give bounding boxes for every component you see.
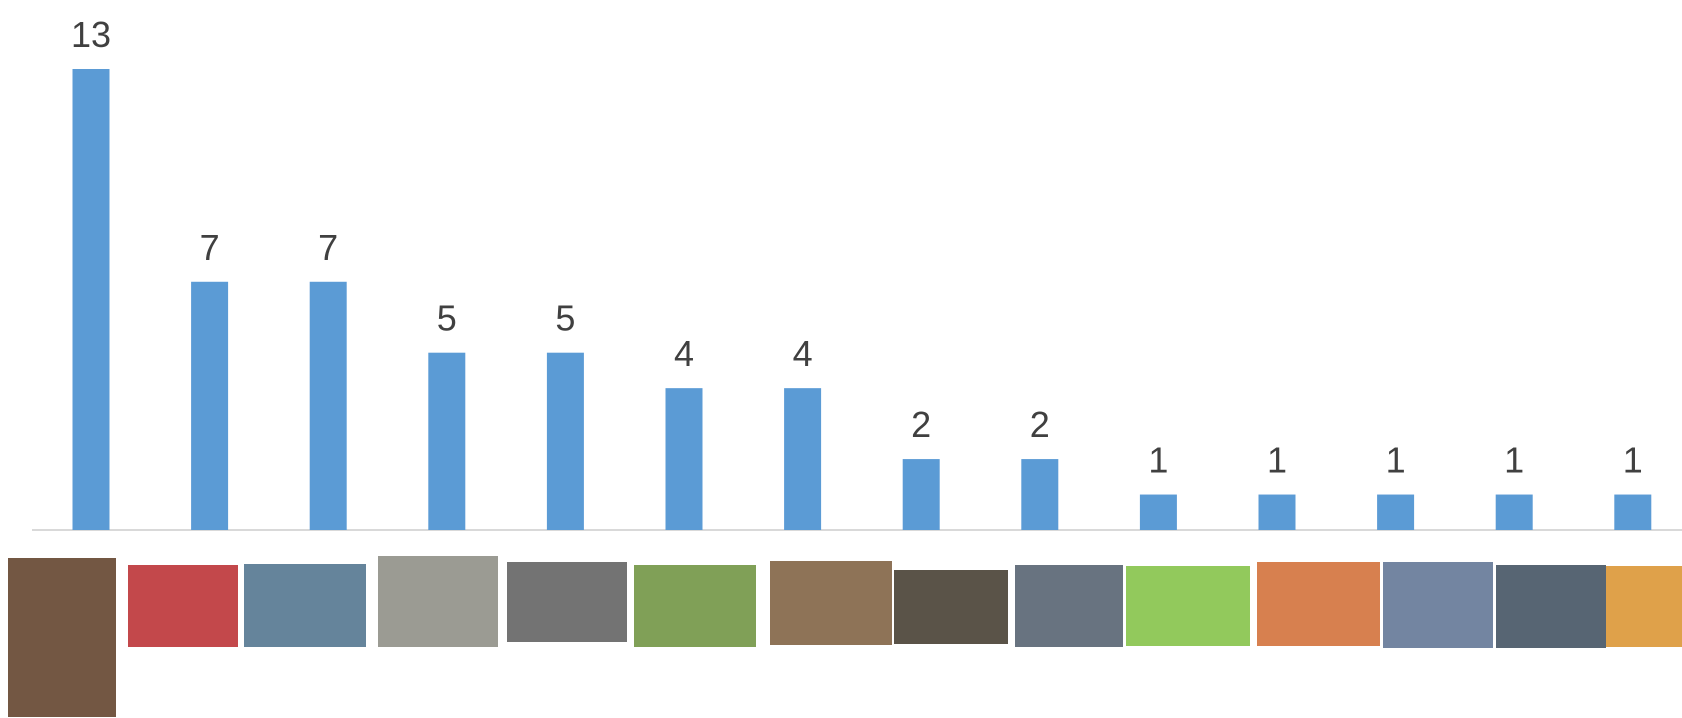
photo-thumbnail <box>634 565 756 647</box>
bar <box>1377 494 1415 530</box>
data-label: 1 <box>1267 440 1287 481</box>
bar <box>546 352 584 530</box>
photo-thumbnail <box>894 570 1008 644</box>
photo-thumbnail <box>1496 565 1606 648</box>
photo-thumbnails <box>8 556 1682 717</box>
data-label: 4 <box>674 333 694 374</box>
data-label: 1 <box>1386 440 1406 481</box>
data-label: 5 <box>437 298 457 339</box>
photo-thumbnail <box>1015 565 1123 647</box>
bar <box>1495 494 1533 530</box>
bar <box>902 459 940 530</box>
bar <box>1021 459 1059 530</box>
data-label: 1 <box>1504 440 1524 481</box>
photo-thumbnail <box>1126 566 1250 646</box>
photo-thumbnail <box>770 561 892 645</box>
bar <box>665 388 703 530</box>
data-label: 5 <box>555 298 575 339</box>
photo-thumbnail <box>1257 562 1380 646</box>
bar <box>72 69 110 530</box>
bar <box>309 281 347 530</box>
photo-thumbnail <box>378 556 498 647</box>
data-label: 7 <box>318 227 338 268</box>
bar <box>1139 494 1177 530</box>
data-label: 2 <box>911 404 931 445</box>
photo-thumbnail <box>8 558 116 717</box>
bar <box>191 281 229 530</box>
data-label: 7 <box>200 227 220 268</box>
data-label: 1 <box>1623 440 1643 481</box>
data-label: 2 <box>1030 404 1050 445</box>
photo-thumbnail <box>1383 562 1493 648</box>
bar <box>1614 494 1652 530</box>
photo-thumbnail <box>1606 566 1682 647</box>
bar <box>1258 494 1296 530</box>
data-label: 4 <box>793 333 813 374</box>
data-label: 13 <box>71 14 111 55</box>
photo-thumbnail <box>128 565 238 647</box>
bar <box>428 352 466 530</box>
bar <box>784 388 822 530</box>
data-label: 1 <box>1148 440 1168 481</box>
photo-thumbnail <box>507 562 627 642</box>
photo-thumbnail <box>244 564 366 647</box>
